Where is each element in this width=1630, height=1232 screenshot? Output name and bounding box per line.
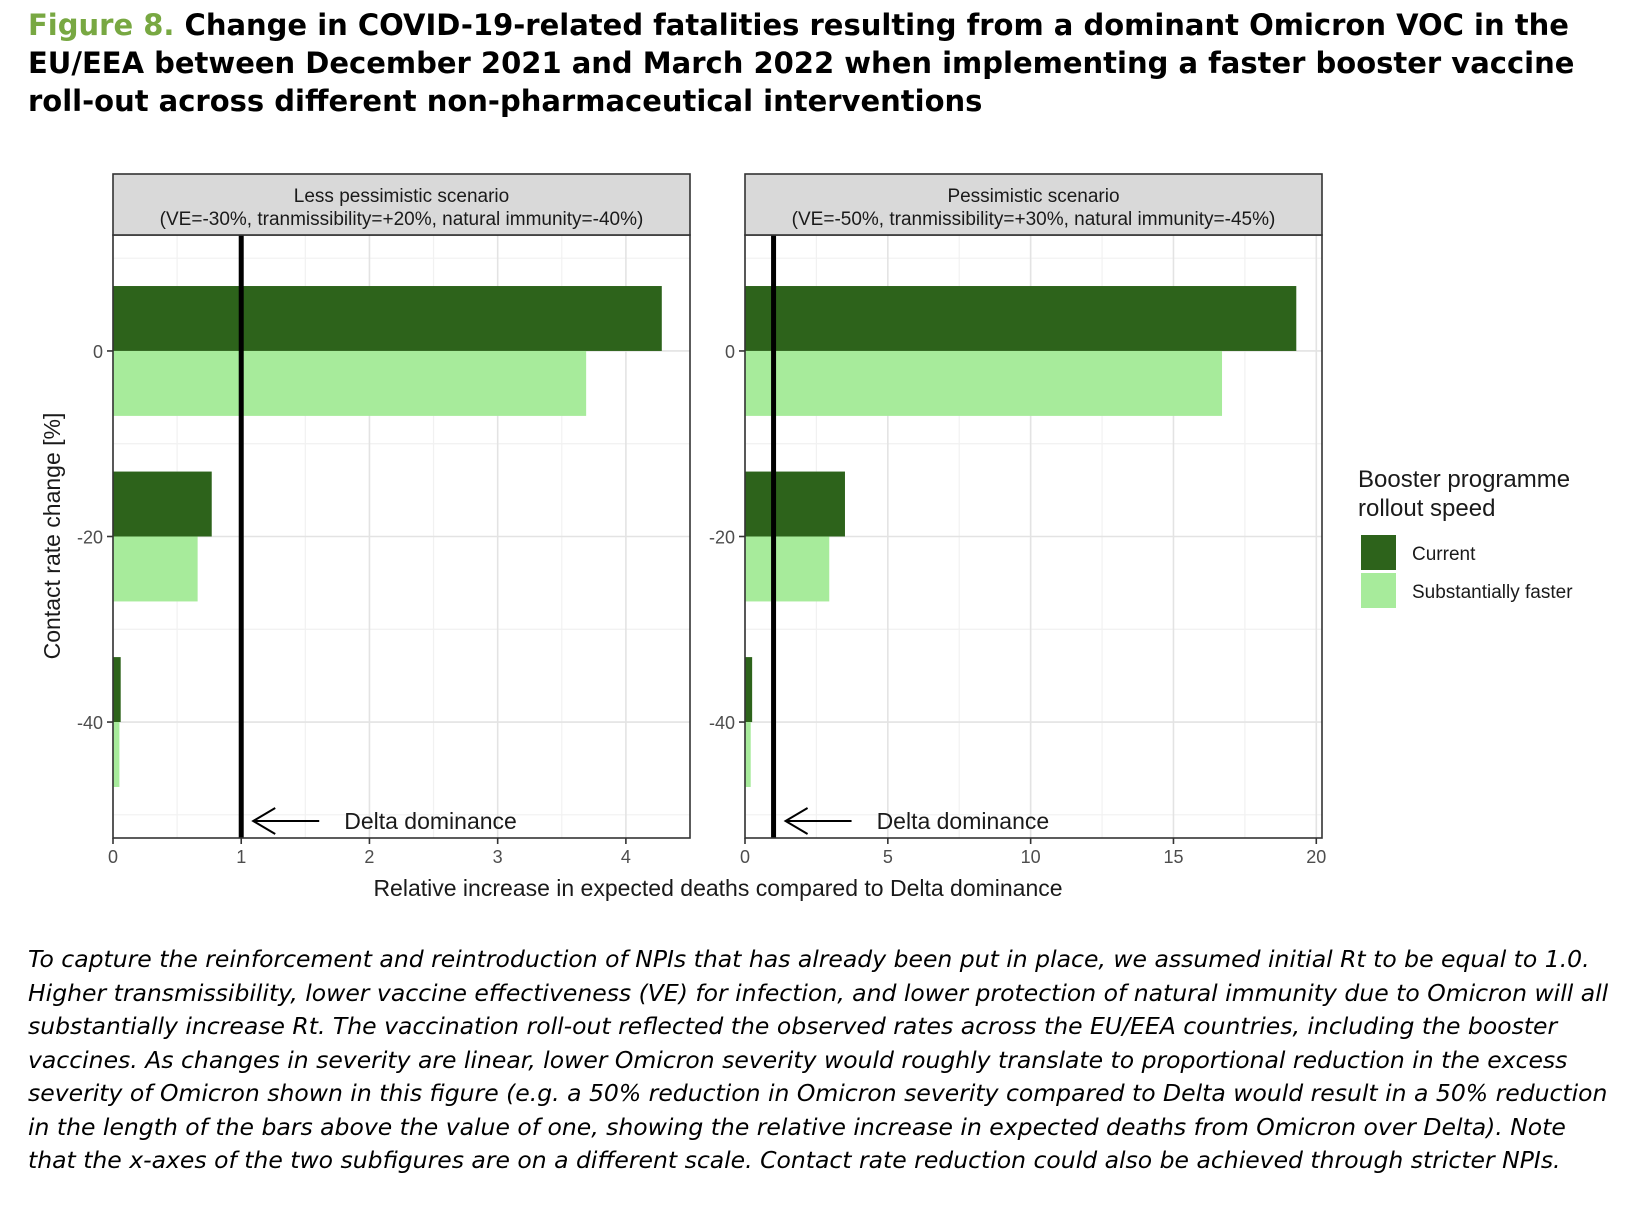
legend-swatch-faster <box>1361 573 1396 608</box>
panel-1-arrow-head <box>251 807 276 835</box>
panel-1-bar-current-minus40 <box>113 657 121 723</box>
panel-2-delta-label: Delta dominance <box>877 808 1050 834</box>
panel-2-arrow-head <box>783 807 809 835</box>
panel-2-title: Pessimistic scenario <box>947 186 1119 207</box>
chart: Delta dominance Less pessimistic scenario… <box>39 173 1573 901</box>
figure-caption: To capture the reinforcement and reintro… <box>28 945 1609 1174</box>
panel-2-y-tick-label: 0 <box>725 342 735 362</box>
panel-2-subtitle: (VE=-50%, tranmissibility=+30%, natural … <box>792 209 1276 230</box>
panel-1-strip <box>112 173 691 236</box>
panel-2-y-tick-label: -40 <box>709 713 735 733</box>
panel-2-y-tick-label: -20 <box>709 528 735 548</box>
figure-title: Figure 8. Change in COVID-19-related fat… <box>28 6 1608 120</box>
panel-1-y-tick-label: 0 <box>93 342 103 362</box>
panel-1-x-tick-label: 0 <box>108 847 118 867</box>
panel-1-y-tick-label: -20 <box>77 528 103 548</box>
panel-1-x-tick-label: 4 <box>621 847 631 867</box>
figure-label: Figure 8. <box>28 8 175 42</box>
panel-1-x-tick-label: 3 <box>493 847 503 867</box>
panel-2-bar-faster-minus40 <box>745 722 751 787</box>
panel-2-x-tick-label: 10 <box>1021 847 1041 867</box>
panel-2-x-tick-label: 0 <box>740 847 750 867</box>
panel-2-bar-current-minus20 <box>745 471 845 537</box>
panel-2-bar-current-minus40 <box>745 657 753 723</box>
figure-title-text: Change in COVID-19-related fatalities re… <box>28 8 1575 118</box>
legend-label-faster: Substantially faster <box>1412 582 1573 603</box>
panel-1-x-tick-label: 1 <box>236 847 246 867</box>
panel-1-bar-faster-minus20 <box>113 536 198 602</box>
panel-2-strip <box>744 173 1323 236</box>
panel-1-bar-current-minus20 <box>113 471 212 537</box>
legend-title-line2: rollout speed <box>1358 495 1495 522</box>
panel-1-subtitle: (VE=-30%, tranmissibility=+20%, natural … <box>160 209 644 230</box>
legend-swatch-current <box>1361 535 1396 570</box>
legend-title-line1: Booster programme <box>1358 466 1570 493</box>
panel-2-x-tick-label: 20 <box>1306 847 1326 867</box>
panel-2-x-tick-label: 15 <box>1163 847 1183 867</box>
panel-2-bar-faster-0 <box>745 350 1223 416</box>
y-axis-title: Contact rate change [%] <box>39 413 65 660</box>
panel-2-x-tick-label: 5 <box>883 847 893 867</box>
panel-1-delta-label: Delta dominance <box>344 808 517 834</box>
panel-1-title: Less pessimistic scenario <box>294 186 509 207</box>
panel-1-bar-faster-minus40 <box>113 722 120 787</box>
panel-2-bar-current-0 <box>745 286 1297 351</box>
panel-1-x-tick-label: 2 <box>364 847 374 867</box>
panel-1-bar-current-0 <box>113 286 662 351</box>
legend-label-current: Current <box>1412 544 1476 565</box>
panel-2-bar-faster-minus20 <box>745 536 830 602</box>
x-axis-title: Relative increase in expected deaths com… <box>373 875 1062 901</box>
panel-1-y-tick-label: -40 <box>77 713 103 733</box>
panel-1-bar-faster-0 <box>113 350 587 416</box>
